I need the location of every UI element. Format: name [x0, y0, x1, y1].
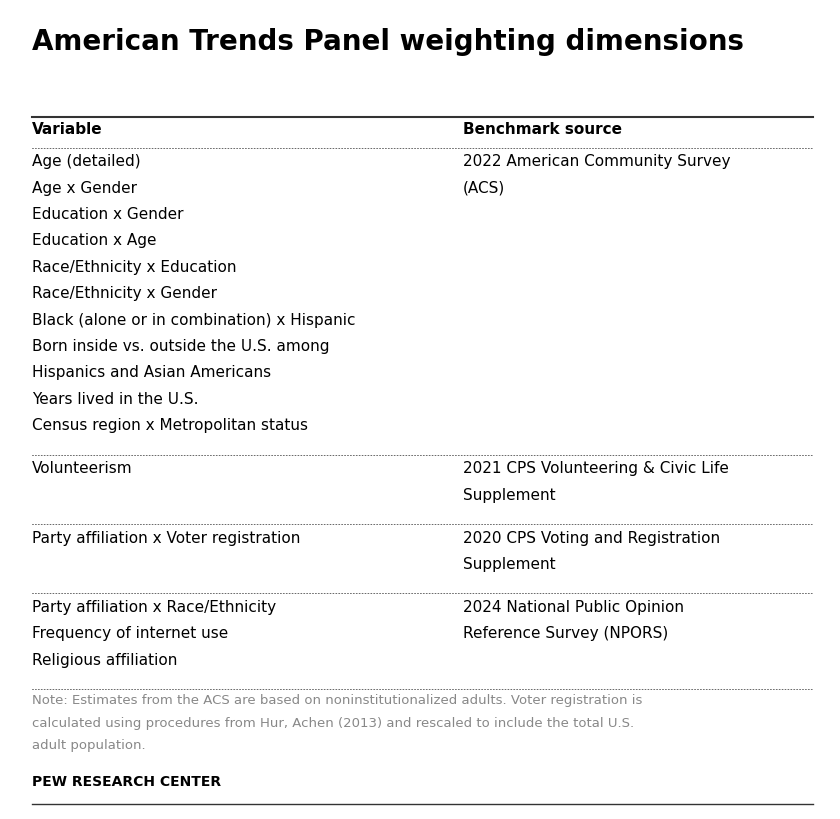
Text: Party affiliation x Race/Ethnicity: Party affiliation x Race/Ethnicity — [32, 600, 276, 614]
Text: Education x Gender: Education x Gender — [32, 206, 183, 222]
Text: Reference Survey (NPORS): Reference Survey (NPORS) — [463, 626, 669, 640]
Text: Race/Ethnicity x Education: Race/Ethnicity x Education — [32, 260, 236, 274]
Text: American Trends Panel weighting dimensions: American Trends Panel weighting dimensio… — [32, 28, 744, 56]
Text: 2024 National Public Opinion: 2024 National Public Opinion — [463, 600, 685, 614]
Text: Census region x Metropolitan status: Census region x Metropolitan status — [32, 418, 308, 432]
Text: calculated using procedures from Hur, Achen (2013) and rescaled to include the t: calculated using procedures from Hur, Ac… — [32, 716, 634, 729]
Text: Years lived in the U.S.: Years lived in the U.S. — [32, 391, 198, 406]
Text: Volunteerism: Volunteerism — [32, 460, 133, 476]
Text: Party affiliation x Voter registration: Party affiliation x Voter registration — [32, 530, 300, 545]
Text: Born inside vs. outside the U.S. among: Born inside vs. outside the U.S. among — [32, 338, 329, 354]
Text: Supplement: Supplement — [463, 487, 556, 502]
Text: Frequency of internet use: Frequency of internet use — [32, 626, 228, 640]
Text: Religious affiliation: Religious affiliation — [32, 652, 177, 667]
Text: Supplement: Supplement — [463, 556, 556, 572]
Text: Education x Age: Education x Age — [32, 233, 156, 248]
Text: Black (alone or in combination) x Hispanic: Black (alone or in combination) x Hispan… — [32, 312, 355, 327]
Text: Benchmark source: Benchmark source — [463, 122, 622, 137]
Text: Age (detailed): Age (detailed) — [32, 154, 140, 169]
Text: PEW RESEARCH CENTER: PEW RESEARCH CENTER — [32, 774, 221, 788]
Text: (ACS): (ACS) — [463, 180, 506, 196]
Text: adult population.: adult population. — [32, 738, 145, 751]
Text: Note: Estimates from the ACS are based on noninstitutionalized adults. Voter reg: Note: Estimates from the ACS are based o… — [32, 694, 643, 707]
Text: Age x Gender: Age x Gender — [32, 180, 137, 196]
Text: 2021 CPS Volunteering & Civic Life: 2021 CPS Volunteering & Civic Life — [463, 460, 729, 476]
Text: Race/Ethnicity x Gender: Race/Ethnicity x Gender — [32, 286, 217, 301]
Text: 2020 CPS Voting and Registration: 2020 CPS Voting and Registration — [463, 530, 721, 545]
Text: Variable: Variable — [32, 122, 102, 137]
Text: Hispanics and Asian Americans: Hispanics and Asian Americans — [32, 364, 271, 380]
Text: 2022 American Community Survey: 2022 American Community Survey — [463, 154, 731, 169]
